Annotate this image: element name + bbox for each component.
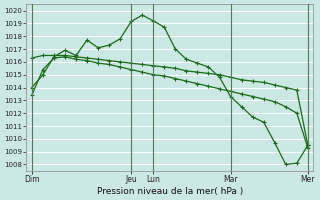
X-axis label: Pression niveau de la mer( hPa ): Pression niveau de la mer( hPa ) — [97, 187, 243, 196]
